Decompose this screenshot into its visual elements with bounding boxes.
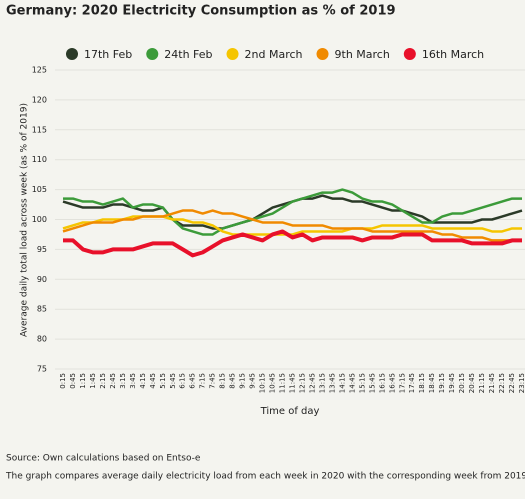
x-tick-label: 16:45 <box>388 373 396 393</box>
legend-label: 17th Feb <box>84 48 132 61</box>
y-tick-label: 115 <box>32 125 47 134</box>
y-tick-label: 95 <box>37 245 47 254</box>
x-tick-label: 19:45 <box>448 373 456 393</box>
x-tick-label: 4:15 <box>139 373 147 389</box>
x-tick-label: 7:15 <box>199 373 207 389</box>
x-tick-label: 8:15 <box>219 373 227 389</box>
x-tick-label: 15:15 <box>358 373 366 393</box>
legend-marker <box>226 48 239 60</box>
x-tick-label: 19:15 <box>438 373 446 393</box>
x-tick-label: 18:45 <box>428 373 436 393</box>
x-tick-label: 16:15 <box>378 373 386 393</box>
x-tick-label: 9:15 <box>239 373 247 389</box>
x-tick-label: 3:45 <box>129 373 137 389</box>
x-tick-label: 5:45 <box>169 373 177 389</box>
y-axis-label: Average daily total load across week (as… <box>20 103 30 337</box>
x-tick-label: 10:15 <box>259 373 267 393</box>
y-tick-label: 125 <box>32 66 47 75</box>
x-tick-label: 2:15 <box>99 373 107 389</box>
x-tick-label: 6:45 <box>189 373 197 389</box>
y-tick-label: 85 <box>37 305 47 314</box>
x-tick-label: 2:45 <box>109 373 117 389</box>
legend-label: 24th Feb <box>164 48 212 61</box>
x-tick-label: 21:15 <box>478 373 486 393</box>
y-tick-label: 120 <box>32 95 47 104</box>
x-tick-label: 20:45 <box>468 373 476 393</box>
x-tick-label: 15:45 <box>368 373 376 393</box>
legend-marker <box>146 48 159 60</box>
x-tick-label: 17:45 <box>408 373 416 393</box>
x-tick-label: 0:15 <box>59 373 67 389</box>
x-tick-label: 3:15 <box>119 373 127 389</box>
x-tick-label: 23:15 <box>518 373 525 393</box>
x-tick-label: 6:15 <box>179 373 187 389</box>
x-tick-label: 20:15 <box>458 373 466 393</box>
x-tick-label: 17:15 <box>398 373 406 393</box>
x-tick-label: 7:45 <box>209 373 217 389</box>
legend-label: 9th March <box>335 48 390 61</box>
x-tick-label: 11:45 <box>289 373 297 393</box>
chart-title: Germany: 2020 Electricity Consumption as… <box>6 4 396 19</box>
line <box>63 229 522 258</box>
legend-marker <box>316 48 329 60</box>
x-tick-label: 5:15 <box>159 373 167 389</box>
legend-marker <box>66 48 78 60</box>
x-tick-label: 1:45 <box>89 373 97 389</box>
line <box>62 209 522 242</box>
x-tick-label: 21:45 <box>488 373 496 393</box>
y-tick-label: 75 <box>37 365 47 374</box>
x-tick-label: 9:45 <box>249 373 257 389</box>
x-tick-label: 14:45 <box>348 373 356 393</box>
note: The graph compares average daily electri… <box>5 472 525 482</box>
x-axis-label: Time of day <box>260 406 320 417</box>
y-tick-label: 90 <box>37 275 47 284</box>
x-tick-label: 12:45 <box>308 373 316 393</box>
y-tick-label: 110 <box>32 155 47 164</box>
y-tick-label: 105 <box>32 185 47 194</box>
legend-label: 2nd March <box>245 48 303 61</box>
x-tick-label: 13:15 <box>318 373 326 393</box>
y-tick-label: 100 <box>32 215 47 224</box>
legend-marker <box>403 48 416 60</box>
x-tick-label: 22:45 <box>508 373 516 393</box>
x-tick-label: 18:15 <box>418 373 426 393</box>
x-tick-label: 14:15 <box>338 373 346 393</box>
x-tick-label: 1:15 <box>79 373 87 389</box>
y-tick-label: 80 <box>37 335 47 344</box>
x-tick-label: 12:15 <box>298 373 306 393</box>
x-tick-label: 8:45 <box>229 373 237 389</box>
legend-label: 16th March <box>422 48 484 61</box>
source: Source: Own calculations based on Entso-… <box>6 454 201 464</box>
x-tick-label: 22:15 <box>498 373 506 393</box>
line <box>63 188 522 236</box>
x-tick-label: 0:45 <box>69 373 77 389</box>
x-tick-label: 10:45 <box>269 373 277 393</box>
x-tick-label: 4:45 <box>149 373 157 389</box>
x-tick-label: 13:45 <box>328 373 336 393</box>
x-tick-label: 11:15 <box>279 373 287 393</box>
